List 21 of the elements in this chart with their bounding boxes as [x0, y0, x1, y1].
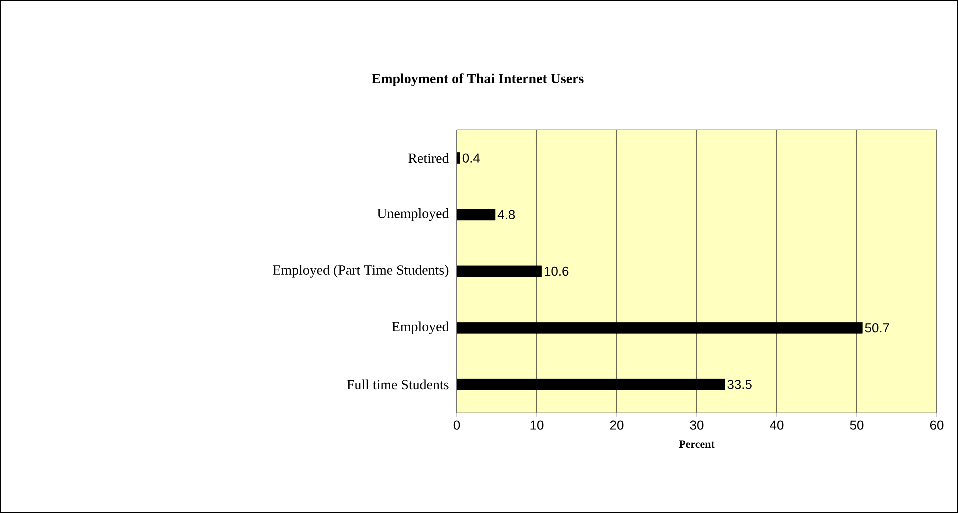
x-tick-label: 30: [690, 420, 704, 430]
y-tick-label: Unemployed: [377, 208, 450, 222]
y-tick-label: Retired: [408, 153, 450, 164]
x-tick-label: 0: [454, 420, 460, 430]
x-tick-label: 50: [850, 420, 864, 430]
y-tick-label: Employed (Part Time Students): [273, 265, 449, 278]
data-label: 10.6: [544, 266, 569, 276]
y-tick-label: Full time Students: [347, 380, 449, 390]
data-label: 50.7: [865, 324, 890, 333]
bar: [457, 152, 460, 164]
x-axis-title: Percent: [679, 440, 715, 448]
y-tick-label: Employed: [392, 322, 450, 334]
bar: [457, 209, 496, 221]
data-label: 4.8: [498, 210, 516, 220]
data-label: 33.5: [728, 380, 752, 390]
x-tick-label: 60: [930, 420, 944, 430]
x-tick-label: 20: [610, 420, 624, 430]
x-tick-label: 10: [530, 420, 544, 430]
chart-title: Employment of Thai Internet Users: [372, 74, 584, 86]
x-tick-label: 40: [770, 420, 784, 430]
data-label: 0.4: [462, 154, 480, 163]
